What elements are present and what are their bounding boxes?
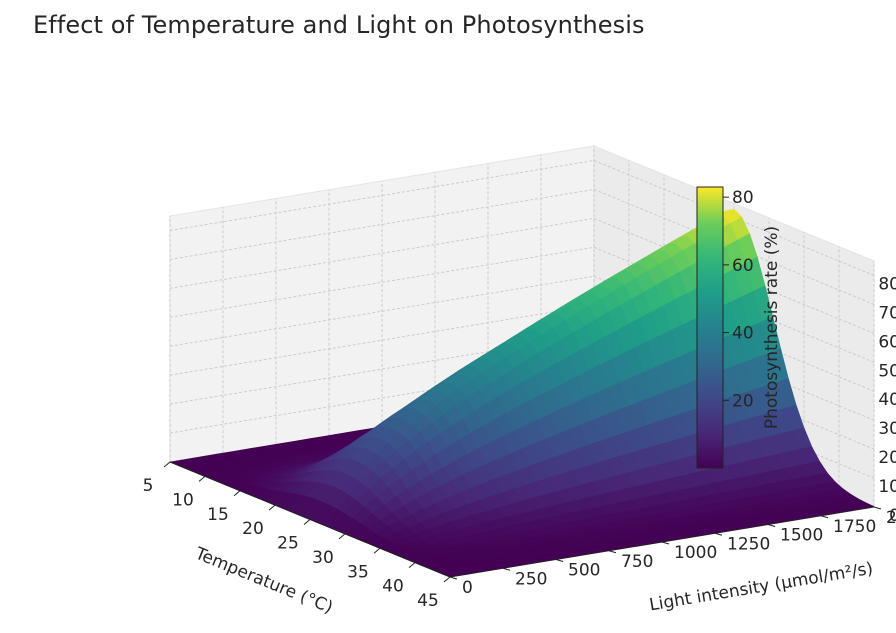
y-tick-label: 1250 [727,534,770,554]
grid-line [169,304,595,376]
colorbar-scale [696,186,724,469]
x-tick-mark [198,475,206,482]
x-tick-mark [233,490,241,497]
y-tick-label: 1750 [833,517,876,537]
y-tick-label: 500 [568,561,600,581]
x-tick-label: 30 [312,548,334,568]
z-tick-label: 0 [889,506,896,526]
z-tick-label: 20 [878,448,896,468]
x-tick-label: 5 [143,476,154,496]
z-tick-label: 40 [878,390,896,410]
z-tick-label: 30 [878,419,896,439]
grid-line [169,188,595,260]
x-tick-label: 45 [417,591,439,611]
x-tick-mark [408,562,416,569]
y-axis-label: Light intensity (μmol/m²/s) [648,559,875,616]
y-tick-label: 0 [462,578,473,598]
y-tick-mark [820,515,829,519]
z-tick-label: 10 [878,477,896,497]
chart-title: Effect of Temperature and Light on Photo… [33,11,645,39]
y-tick-mark [767,524,776,527]
z-tick-label: 80 [878,274,896,294]
colorbar-tick-label: 40 [732,324,754,344]
colorbar-tick-label: 80 [732,188,754,208]
y-tick-mark [714,532,723,536]
y-tick-label: 1000 [674,543,717,563]
y-tick-label: 750 [621,552,653,572]
x-tick-label: 35 [347,562,369,582]
grid-line [169,275,595,347]
x-tick-label: 20 [242,519,264,539]
y-tick-mark [661,541,670,545]
y-tick-mark [502,567,511,571]
grid-line [169,362,595,434]
grid-line [169,333,595,405]
z-tick-label: 50 [878,361,896,381]
y-tick-mark [608,550,617,554]
colorbar-label: Photosynthesis rate (%) [762,226,782,429]
y-tick-label: 2000 [886,508,896,528]
x-tick-mark [163,461,171,468]
colorbar-tick-label: 60 [732,256,754,276]
x-tick-label: 40 [382,577,404,597]
y-tick-mark [449,576,458,580]
x-tick-label: 25 [277,534,299,554]
colorbar-tick-label: 20 [732,391,754,411]
y-tick-label: 1500 [780,526,823,546]
x-tick-label: 15 [207,505,229,525]
grid-line [169,217,595,289]
x-tick-mark [338,533,346,540]
surface-mesh [169,209,875,578]
x-tick-label: 10 [172,490,194,510]
y-tick-mark [873,506,882,510]
x-tick-mark [268,504,276,511]
x-tick-mark [443,576,451,583]
x-tick-mark [373,547,381,554]
grid-line [169,160,595,231]
grid-line [169,246,595,318]
y-tick-label: 250 [515,569,547,589]
z-tick-label: 70 [878,303,896,323]
z-tick-label: 60 [878,332,896,352]
y-tick-mark [555,559,564,562]
x-tick-mark [303,519,311,525]
colorbar: 20 40 60 80 Photosynthesis rate (%) [696,186,782,469]
